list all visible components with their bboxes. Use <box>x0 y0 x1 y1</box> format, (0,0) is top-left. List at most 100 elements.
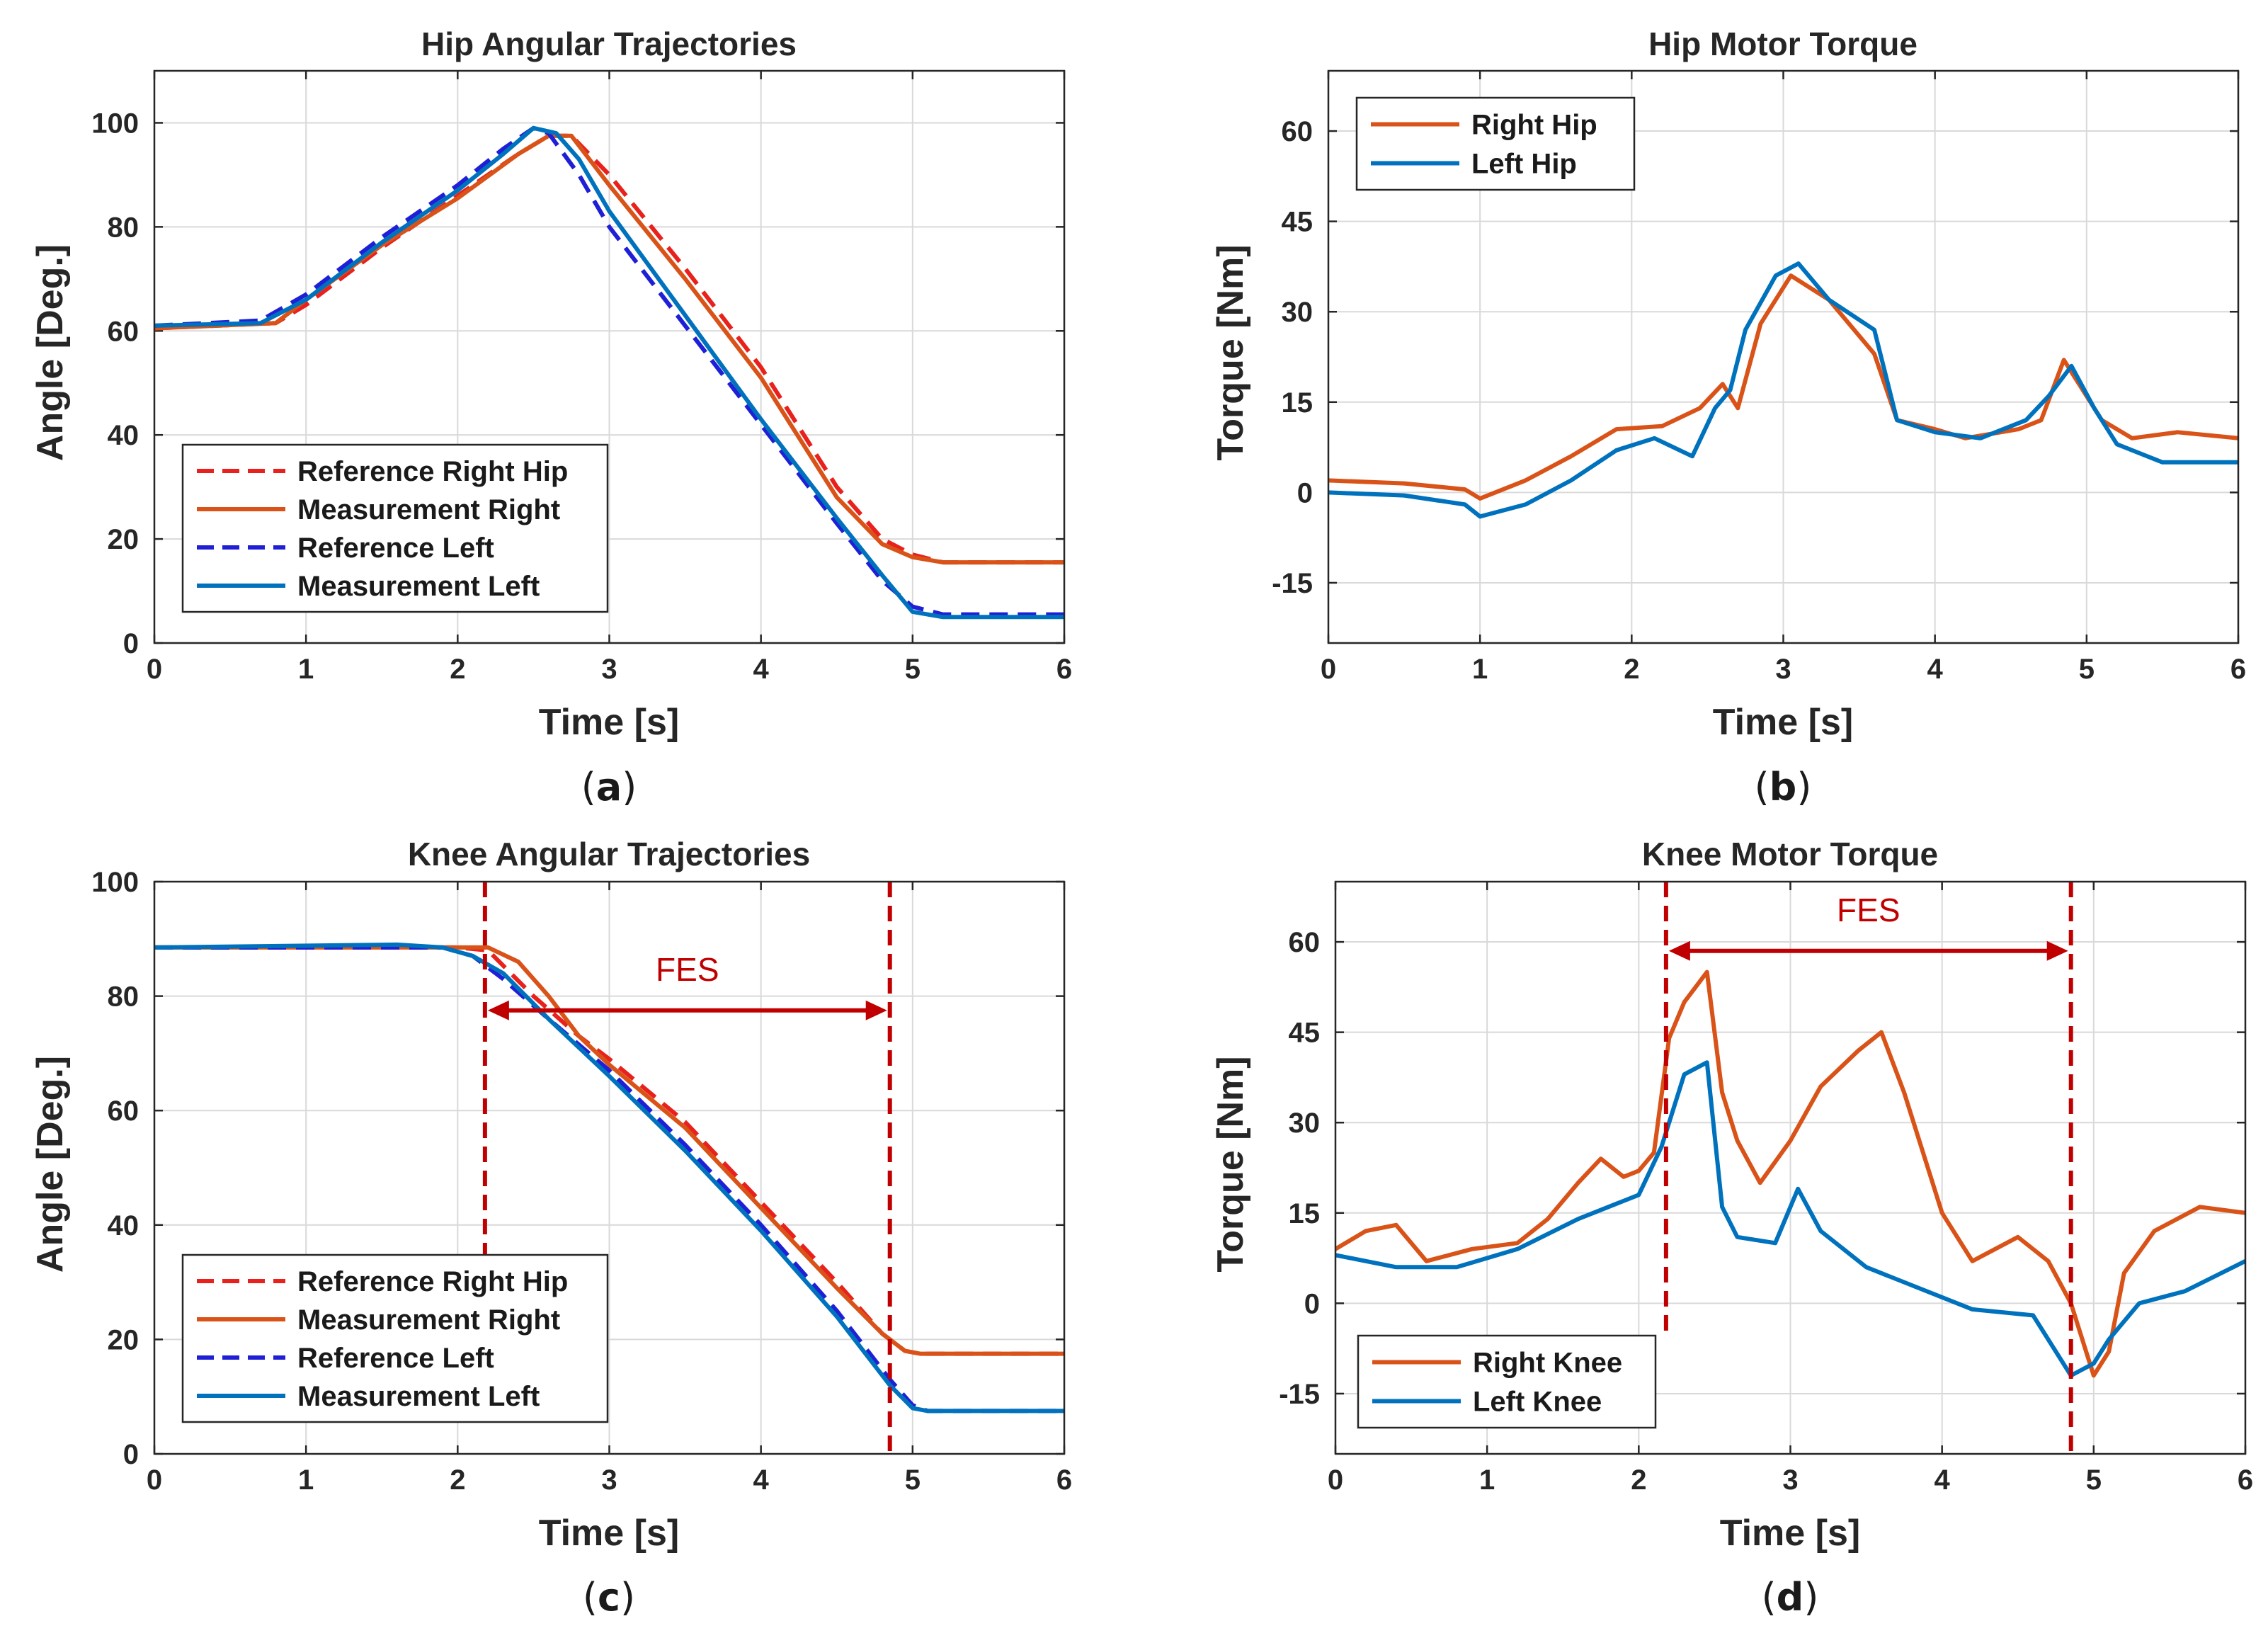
y-tick-label: -15 <box>1279 1379 1320 1410</box>
y-axis-label-c: Angle [Deg.] <box>30 1056 71 1273</box>
legend: Reference Right Hip Measurement Right Refe… <box>181 1253 609 1423</box>
x-tick-label: 6 <box>2238 1464 2253 1496</box>
x-tick-label: 4 <box>1934 1464 1951 1496</box>
y-tick-label: 40 <box>108 420 139 451</box>
x-tick-label: 2 <box>1624 654 1639 685</box>
x-tick-label: 1 <box>1472 654 1488 685</box>
legend-entry: Left Knee <box>1473 1387 1602 1418</box>
axes-frame <box>1334 880 2247 1455</box>
x-tick-label: 3 <box>1775 654 1791 685</box>
chart-panel-c: Knee Angular Trajectories Time [s] Angle… <box>30 836 1072 1620</box>
y-tick-label: 80 <box>108 212 139 243</box>
legend-entry: Reference Right Hip <box>297 1266 568 1297</box>
x-tick-label: 5 <box>905 654 921 685</box>
chart-title-a: Hip Angular Trajectories <box>421 25 797 62</box>
y-tick-label: 45 <box>1289 1018 1321 1049</box>
x-tick-label: 2 <box>450 1464 465 1496</box>
x-tick-label: 0 <box>1321 654 1336 685</box>
x-tick-label: 3 <box>1782 1464 1798 1496</box>
y-tick-label: 60 <box>1282 116 1313 147</box>
fes-arrowhead-right <box>2046 940 2068 961</box>
legend-entry: Measurement Left <box>297 1381 540 1412</box>
x-axis-label-c: Time [s] <box>539 1513 679 1554</box>
y-tick-label: 15 <box>1289 1198 1321 1229</box>
legend-box <box>1355 96 1636 191</box>
x-tick-label: 5 <box>2079 654 2095 685</box>
x-tick-label: 4 <box>1927 654 1944 685</box>
caption-a: (a) <box>581 765 637 809</box>
y-tick-label: 45 <box>1282 207 1313 238</box>
legend-entry: Measurement Right <box>297 494 560 525</box>
series-line-measurement-left <box>154 125 1064 620</box>
x-tick-label: 0 <box>1328 1464 1343 1496</box>
legend-entry: Measurement Left <box>297 571 540 602</box>
y-axis-label-a: Angle [Deg.] <box>30 244 71 461</box>
x-tick-label: 3 <box>601 654 617 685</box>
chart-title-d: Knee Motor Torque <box>1642 836 1938 872</box>
chart-title-c: Knee Angular Trajectories <box>408 836 810 872</box>
y-tick-label: 30 <box>1282 297 1313 328</box>
legend: Right Knee Left Knee <box>1357 1334 1657 1429</box>
y-axis-label-b: Torque [Nm] <box>1210 244 1251 460</box>
x-tick-label: 0 <box>147 654 162 685</box>
series-line-right-knee <box>1335 969 2245 1378</box>
fes-arrowhead-left <box>1668 940 1690 961</box>
y-tick-label: -15 <box>1272 568 1313 599</box>
fes-arrowhead-right <box>865 1000 887 1020</box>
y-tick-label: 20 <box>108 524 139 555</box>
legend-entry: Left Hip <box>1471 149 1577 180</box>
caption-letter-b: b <box>1770 765 1797 809</box>
y-tick-label: 0 <box>1297 477 1313 508</box>
x-tick-label: 1 <box>298 654 314 685</box>
series-line-measurement-left <box>154 942 1064 1414</box>
y-tick-label: 40 <box>108 1210 139 1241</box>
chart-title-b: Hip Motor Torque <box>1648 25 1917 62</box>
y-tick-label: 100 <box>91 867 139 898</box>
legend-entry: Reference Right Hip <box>297 456 568 487</box>
caption-d: (d) <box>1762 1575 1819 1620</box>
series-line-right-hip <box>1328 273 2238 501</box>
series-line-measurement-right <box>154 945 1064 1356</box>
legend-box <box>1357 1334 1657 1429</box>
axes-frame <box>153 69 1066 644</box>
caption-letter-c: c <box>598 1575 620 1620</box>
y-tick-label: 60 <box>108 316 139 347</box>
legend-entry: Right Hip <box>1471 110 1597 141</box>
fes-arrowhead-left <box>487 1000 509 1020</box>
legend-entry: Measurement Right <box>297 1304 560 1336</box>
chart-panel-d: Knee Motor Torque Time [s] Torque [Nm] (… <box>1210 836 2253 1620</box>
y-tick-label: 60 <box>108 1096 139 1127</box>
caption-b: (b) <box>1755 765 1812 809</box>
x-tick-label: 2 <box>1631 1464 1646 1496</box>
y-tick-label: 0 <box>1304 1288 1320 1319</box>
x-tick-label: 5 <box>2086 1464 2102 1496</box>
y-tick-label: 0 <box>123 1439 139 1470</box>
x-tick-label: 5 <box>905 1464 921 1496</box>
caption-letter-a: a <box>596 765 622 809</box>
x-tick-label: 6 <box>2230 654 2246 685</box>
x-tick-label: 3 <box>601 1464 617 1496</box>
caption-letter-d: d <box>1777 1575 1804 1620</box>
series-line-reference-right-hip <box>154 133 1064 565</box>
y-tick-label: 80 <box>108 982 139 1013</box>
axes-frame <box>153 880 1066 1455</box>
x-tick-label: 1 <box>1479 1464 1495 1496</box>
x-tick-label: 6 <box>1056 654 1072 685</box>
x-axis-label-d: Time [s] <box>1720 1513 1860 1554</box>
y-tick-label: 0 <box>123 628 139 659</box>
caption-c: (c) <box>583 1575 635 1620</box>
x-tick-label: 2 <box>450 654 465 685</box>
fes-label: FES <box>1837 892 1900 928</box>
y-tick-label: 100 <box>91 108 139 139</box>
axes-frame <box>1327 69 2240 644</box>
legend-entry: Reference Left <box>297 1343 494 1374</box>
x-tick-label: 1 <box>298 1464 314 1496</box>
x-axis-label-a: Time [s] <box>539 702 679 743</box>
x-tick-label: 4 <box>753 654 770 685</box>
chart-panel-a: Hip Angular Trajectories Time [s] Angle … <box>30 25 1072 809</box>
legend-entry: Right Knee <box>1473 1348 1622 1379</box>
chart-panel-b: Hip Motor Torque Time [s] Torque [Nm] (b… <box>1210 25 2246 809</box>
legend-entry: Reference Left <box>297 533 494 564</box>
legend: Right Hip Left Hip <box>1355 96 1636 191</box>
